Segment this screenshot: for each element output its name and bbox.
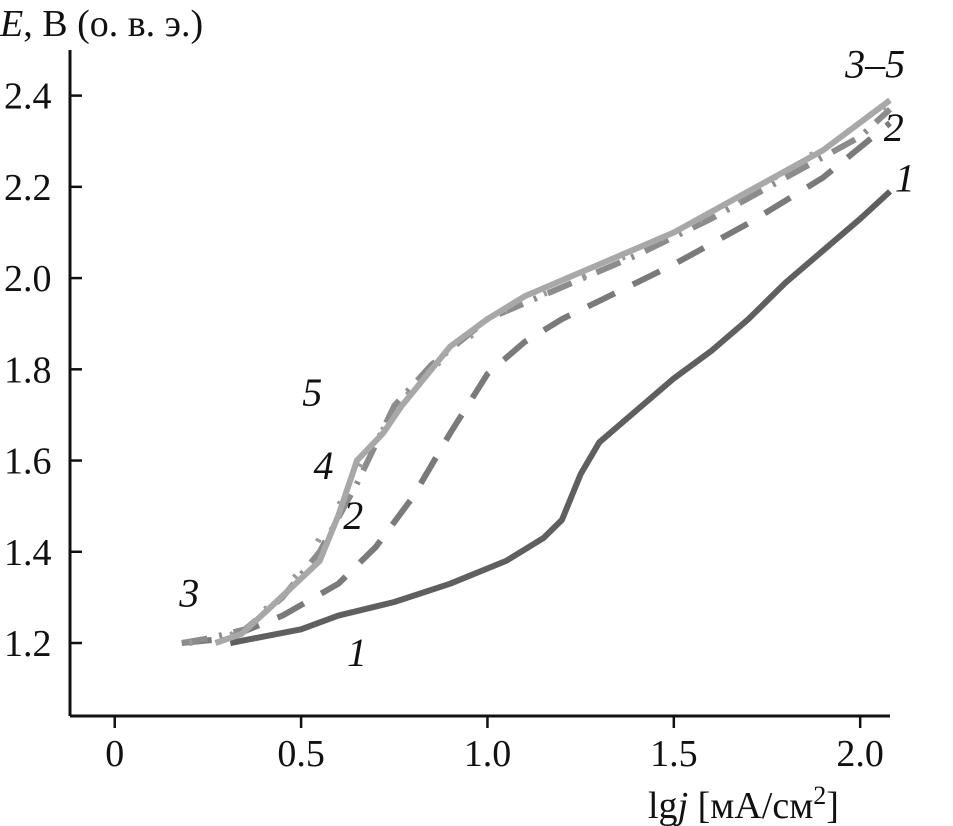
x-tick-label: 1.5 <box>650 733 698 775</box>
axes <box>68 50 890 718</box>
y-axis-title-unit: , В (о. в. э.) <box>23 3 203 45</box>
y-tick-label: 1.8 <box>4 349 52 391</box>
x-axis-title-superscript: 2 <box>813 781 826 810</box>
curve-label: 3–5 <box>844 41 905 86</box>
x-tick-label: 0 <box>105 733 124 775</box>
y-tick-label: 1.2 <box>4 623 52 665</box>
y-axis-title-symbol: E <box>0 3 23 45</box>
curve-label: 4 <box>313 443 333 488</box>
x-axis-title: lgj [мА/см2] <box>648 781 839 826</box>
series-line-1 <box>229 189 893 646</box>
series-line-3 <box>181 107 893 646</box>
y-tick-label: 1.4 <box>4 532 52 574</box>
curve-label: 2 <box>884 105 904 150</box>
series-group <box>181 97 893 646</box>
series-line-2 <box>181 120 892 646</box>
series-line-4 <box>188 102 892 646</box>
x-axis-title-unit: [мА/см <box>688 785 813 826</box>
curve-label: 1 <box>347 630 367 675</box>
y-tick-label: 2.0 <box>4 258 52 300</box>
series-line-5 <box>214 97 892 646</box>
x-tick-label: 1.0 <box>464 733 512 775</box>
y-tick-label: 2.4 <box>4 76 52 118</box>
x-tick-label: 2.0 <box>836 733 884 775</box>
y-tick-label: 2.2 <box>4 167 52 209</box>
x-axis-title-close: ] <box>826 785 839 826</box>
curve-label: 3 <box>178 571 199 616</box>
y-tick-label: 1.6 <box>4 441 52 483</box>
curve-label: 1 <box>895 155 915 200</box>
x-axis-title-lg: lg <box>648 785 678 826</box>
ticks: 0 0.5 1.0 1.5 2.0 1.2 1.4 1.6 1.8 2.0 2.2 2.4 <box>4 76 884 775</box>
curve-labels: 1 2 2 1 3 4 5 3–5 <box>178 41 915 674</box>
curve-label: 2 <box>343 493 363 538</box>
x-tick-label: 0.5 <box>277 733 325 775</box>
y-axis-title: E, В (о. в. э.) <box>0 3 203 45</box>
curve-label: 5 <box>302 370 322 415</box>
